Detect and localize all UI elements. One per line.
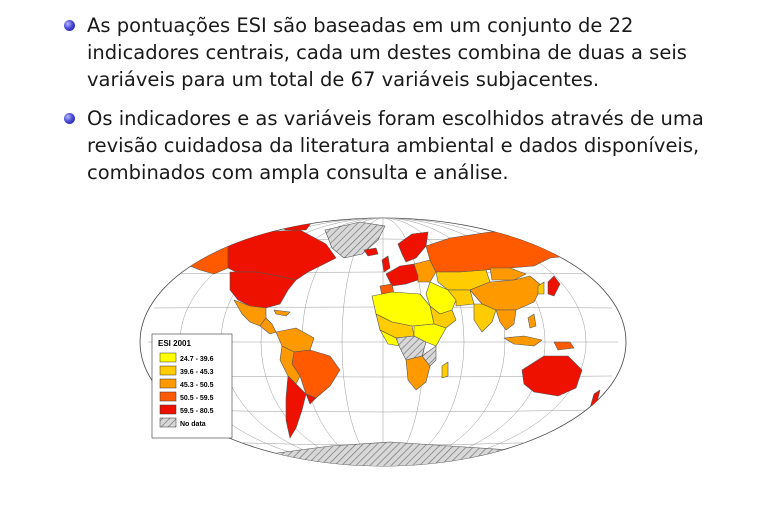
- uruguay: [305, 393, 317, 405]
- indonesia: [503, 335, 543, 347]
- philippines: [527, 313, 537, 329]
- usa: [229, 271, 297, 309]
- legend-item: 45.3 - 50.5: [159, 378, 214, 389]
- legend-label: 24.7 - 39.6: [180, 356, 214, 363]
- esi-world-map: ESI 2001 24.7 - 39.6 39.6 - 45.3 45.3 - …: [130, 210, 637, 474]
- legend-swatch: [159, 352, 177, 363]
- bullet-item: Os indicadores e as variáveis foram esco…: [60, 105, 750, 186]
- legend-label: No data: [180, 421, 206, 428]
- mongolia: [489, 267, 527, 281]
- peru-bolivia: [279, 345, 301, 385]
- bullet-text: As pontuações ESI são baseadas em um con…: [87, 14, 687, 91]
- madagascar: [441, 361, 449, 379]
- greenland: [324, 221, 386, 259]
- legend-item: 24.7 - 39.6: [159, 352, 214, 363]
- bullet-item: As pontuações ESI são baseadas em um con…: [60, 12, 750, 93]
- iran: [447, 289, 475, 307]
- papua-new-guinea: [553, 341, 575, 351]
- legend-item: No data: [159, 417, 206, 428]
- legend-label: 59.5 - 80.5: [180, 408, 214, 415]
- legend-item: 39.6 - 45.3: [159, 365, 214, 376]
- legend-swatch: [159, 391, 177, 402]
- legend-swatch: [159, 417, 177, 428]
- legend-label: 50.5 - 59.5: [180, 395, 214, 402]
- bullet-list: As pontuações ESI são baseadas em um con…: [60, 12, 750, 198]
- scandinavia: [397, 231, 429, 263]
- cuba: [273, 309, 291, 317]
- india: [473, 303, 497, 333]
- legend-label: 45.3 - 50.5: [180, 382, 214, 389]
- legend-swatch: [159, 404, 177, 415]
- legend-label: 39.6 - 45.3: [180, 369, 214, 376]
- legend-item: 59.5 - 80.5: [159, 404, 214, 415]
- legend-swatch: [159, 365, 177, 376]
- central-america: [259, 317, 277, 335]
- canada-islands: [269, 218, 313, 231]
- australia: [521, 355, 583, 397]
- mozambique: [421, 345, 437, 367]
- korea: [537, 281, 545, 295]
- bullet-sphere-icon: [64, 113, 75, 124]
- bullet-text: Os indicadores e as variáveis foram esco…: [87, 107, 704, 184]
- legend-item: 50.5 - 59.5: [159, 391, 214, 402]
- southeast-asia: [495, 309, 517, 331]
- bullet-sphere-icon: [64, 20, 75, 31]
- iceland: [363, 247, 379, 257]
- united-kingdom: [381, 255, 391, 273]
- legend-swatch: [159, 378, 177, 389]
- map-legend: ESI 2001 24.7 - 39.6 39.6 - 45.3 45.3 - …: [151, 333, 233, 439]
- argentina-chile: [285, 375, 307, 439]
- legend-title: ESI 2001: [158, 339, 191, 348]
- japan: [547, 275, 561, 297]
